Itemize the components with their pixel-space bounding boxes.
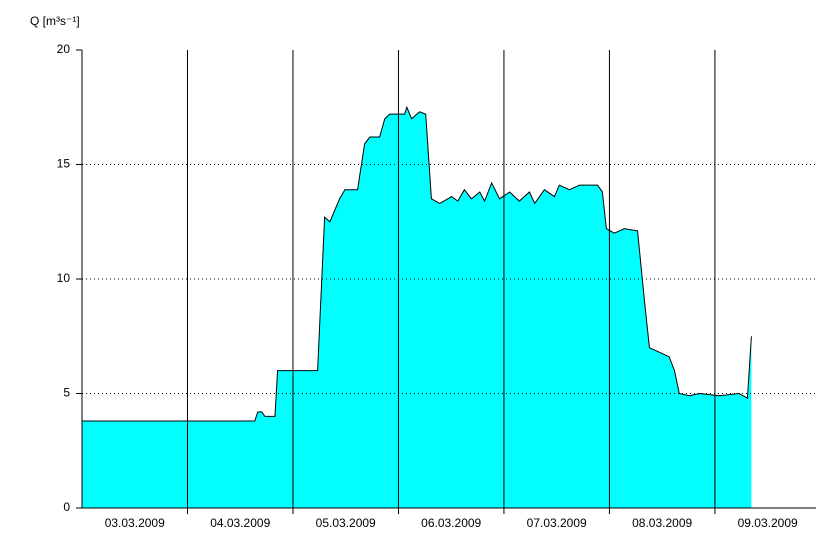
y-tick-label: 0 xyxy=(63,500,70,514)
x-tick-label: 04.03.2009 xyxy=(210,516,270,530)
x-tick-label: 09.03.2009 xyxy=(738,516,798,530)
y-tick-label: 5 xyxy=(63,386,70,400)
area xyxy=(82,107,752,508)
y-axis-label: Q [m³s⁻¹] xyxy=(30,14,80,28)
x-tick-label: 06.03.2009 xyxy=(421,516,481,530)
x-tick-label: 05.03.2009 xyxy=(316,516,376,530)
y-tick-label: 15 xyxy=(57,157,71,171)
x-tick-label: 08.03.2009 xyxy=(632,516,692,530)
y-tick-label: 20 xyxy=(57,42,71,56)
line xyxy=(82,105,752,422)
x-tick-label: 03.03.2009 xyxy=(105,516,165,530)
y-tick-label: 10 xyxy=(57,271,71,285)
x-tick-label: 07.03.2009 xyxy=(527,516,587,530)
